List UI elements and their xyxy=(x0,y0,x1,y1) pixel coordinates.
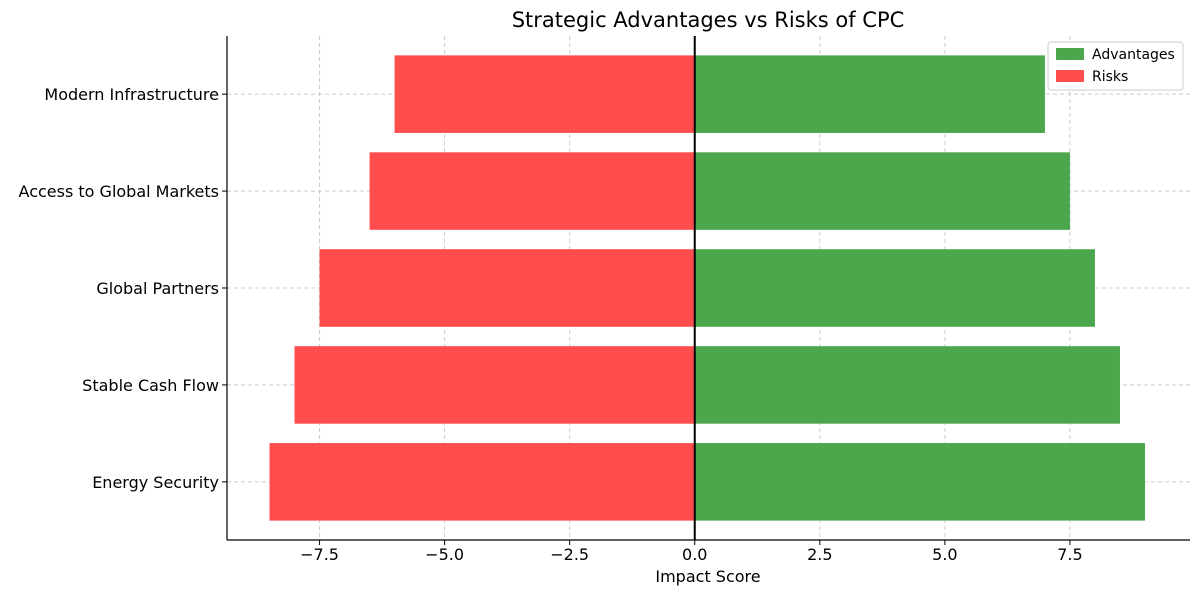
chart-title: Strategic Advantages vs Risks of CPC xyxy=(512,8,905,32)
bar-advantages-2 xyxy=(694,249,1095,327)
legend-label-advantages: Advantages xyxy=(1092,47,1175,63)
x-tick-label: 7.5 xyxy=(1057,545,1082,564)
legend-swatch-advantages xyxy=(1056,48,1084,60)
y-tick-label: Stable Cash Flow xyxy=(82,376,219,395)
x-ticks: −7.5 −5.0 −2.5 0.0 2.5 5.0 7.5 xyxy=(300,540,1083,564)
x-tick-label: 0.0 xyxy=(682,545,707,564)
bar-risks-2 xyxy=(319,249,695,327)
y-tick-label: Global Partners xyxy=(96,279,219,298)
bar-risks-4 xyxy=(394,55,695,133)
legend: Advantages Risks xyxy=(1047,41,1184,91)
bar-risks-1 xyxy=(294,346,695,424)
bar-advantages-0 xyxy=(694,443,1145,521)
y-tick-label: Modern Infrastructure xyxy=(44,85,219,104)
y-tick-label: Energy Security xyxy=(92,473,219,492)
x-axis-label: Impact Score xyxy=(655,567,760,586)
bar-advantages-4 xyxy=(694,55,1045,133)
x-tick-label: 5.0 xyxy=(932,545,957,564)
bar-risks-3 xyxy=(369,152,695,230)
y-tick-label: Access to Global Markets xyxy=(19,182,219,201)
bar-advantages-1 xyxy=(694,346,1120,424)
x-tick-label: −5.0 xyxy=(425,545,464,564)
bar-advantages-3 xyxy=(694,152,1070,230)
legend-swatch-risks xyxy=(1056,70,1084,82)
x-tick-label: 2.5 xyxy=(807,545,832,564)
x-tick-label: −7.5 xyxy=(300,545,339,564)
legend-label-risks: Risks xyxy=(1092,69,1128,85)
y-ticks: Energy Security Stable Cash Flow Global Pa… xyxy=(19,85,227,492)
bar-risks-0 xyxy=(269,443,695,521)
x-tick-label: −2.5 xyxy=(550,545,589,564)
bars xyxy=(269,55,1145,521)
